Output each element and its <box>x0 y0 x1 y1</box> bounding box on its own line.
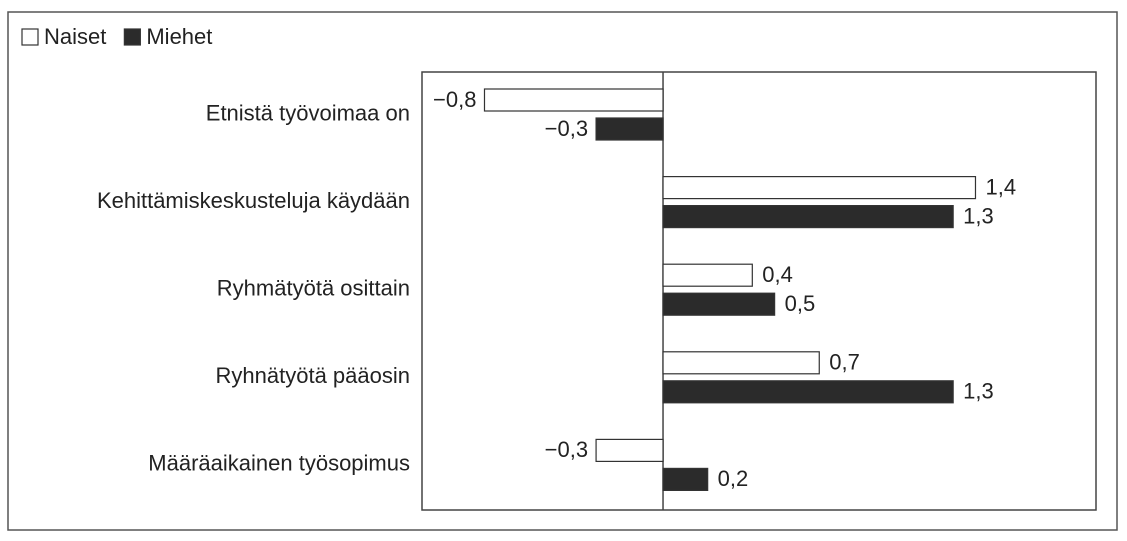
category-label: Ryhnätyötä pääosin <box>216 363 410 388</box>
legend-label: Naiset <box>44 24 106 49</box>
bar <box>662 292 776 316</box>
value-label: 1,3 <box>963 203 994 228</box>
legend-swatch <box>21 28 39 46</box>
bar <box>662 467 709 491</box>
value-label: 0,2 <box>718 466 749 491</box>
value-label: 0,4 <box>762 262 793 287</box>
bar <box>662 205 954 229</box>
bar <box>595 117 664 141</box>
bar <box>662 176 977 200</box>
value-label: 0,5 <box>785 291 816 316</box>
legend-swatch <box>123 28 141 46</box>
bar <box>662 263 753 287</box>
category-label: Määräaikainen työsopimus <box>148 451 410 476</box>
value-label: −0,3 <box>545 116 588 141</box>
value-label: −0,3 <box>545 437 588 462</box>
value-label: 0,7 <box>829 350 860 375</box>
value-label: 1,3 <box>963 379 994 404</box>
category-label: Etnistä työvoimaa on <box>206 100 410 125</box>
bar <box>662 351 820 375</box>
value-label: −0,8 <box>433 87 476 112</box>
value-label: 1,4 <box>985 174 1016 199</box>
category-label: Ryhmätyötä osittain <box>217 276 410 301</box>
bar <box>595 438 664 462</box>
bar <box>662 380 954 404</box>
plot-area <box>421 71 1097 511</box>
legend-label: Miehet <box>146 24 212 49</box>
bar <box>483 88 664 112</box>
category-label: Kehittämiskeskusteluja käydään <box>97 188 410 213</box>
